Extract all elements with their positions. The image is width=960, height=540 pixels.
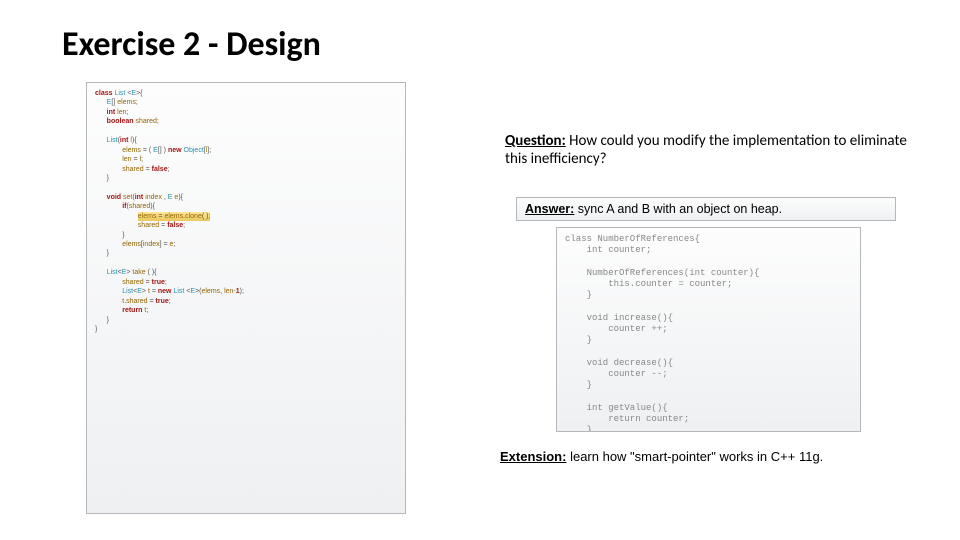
code-line: t.shared = true;: [95, 297, 397, 306]
code-line: }: [95, 316, 397, 325]
code-line: elems = elems.clone( );: [95, 212, 397, 221]
extension-label: Extension:: [500, 449, 566, 464]
question-text: Question: How could you modify the imple…: [505, 132, 915, 168]
code-line: len = l;: [95, 155, 397, 164]
code-line: int len;: [95, 108, 397, 117]
code-line: E[] elems;: [95, 98, 397, 107]
code-line: shared = true;: [95, 278, 397, 287]
code-line: List<E> take ( ){: [95, 268, 397, 277]
code-line: }: [95, 174, 397, 183]
code-line: }: [95, 249, 397, 258]
extension-body: learn how "smart-pointer" works in C++ 1…: [566, 449, 823, 464]
code-line: }: [95, 325, 397, 334]
code-line: [95, 127, 397, 136]
code-line: elems[index] = e;: [95, 240, 397, 249]
left-code-box: class List <E>{ E[] elems; int len; bool…: [86, 82, 406, 514]
question-body: How could you modify the implementation …: [505, 132, 907, 168]
code-line: shared = false;: [95, 221, 397, 230]
answer-box: Answer: sync A and B with an object on h…: [516, 197, 896, 221]
right-code-box: class NumberOfReferences{ int counter; N…: [556, 227, 861, 432]
code-line: elems = ( E[] ) new Object[l];: [95, 146, 397, 155]
code-line: boolean shared;: [95, 117, 397, 126]
answer-body: sync A and B with an object on heap.: [574, 202, 782, 216]
code-line: [95, 259, 397, 268]
code-line: }: [95, 231, 397, 240]
code-line: List(int l){: [95, 136, 397, 145]
extension-text: Extension: learn how "smart-pointer" wor…: [500, 449, 930, 464]
code-line: return t;: [95, 306, 397, 315]
question-label: Question:: [505, 132, 566, 150]
answer-label: Answer:: [525, 202, 574, 216]
code-line: shared = false;: [95, 165, 397, 174]
slide-title: Exercise 2 - Design: [62, 24, 321, 65]
code-line: class List <E>{: [95, 89, 397, 98]
code-line: if(shared){: [95, 202, 397, 211]
code-line: void set(int index , E e){: [95, 193, 397, 202]
code-line: [95, 183, 397, 192]
code-line: List<E> t = new List <E>(elems, len-1);: [95, 287, 397, 296]
